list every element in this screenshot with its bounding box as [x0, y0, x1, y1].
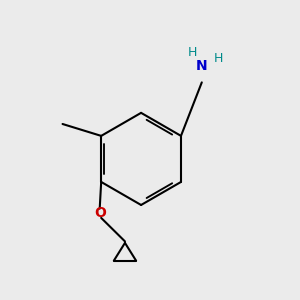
Text: O: O	[94, 206, 106, 220]
Text: H: H	[213, 52, 223, 65]
Text: H: H	[188, 46, 198, 59]
Text: N: N	[196, 59, 208, 73]
